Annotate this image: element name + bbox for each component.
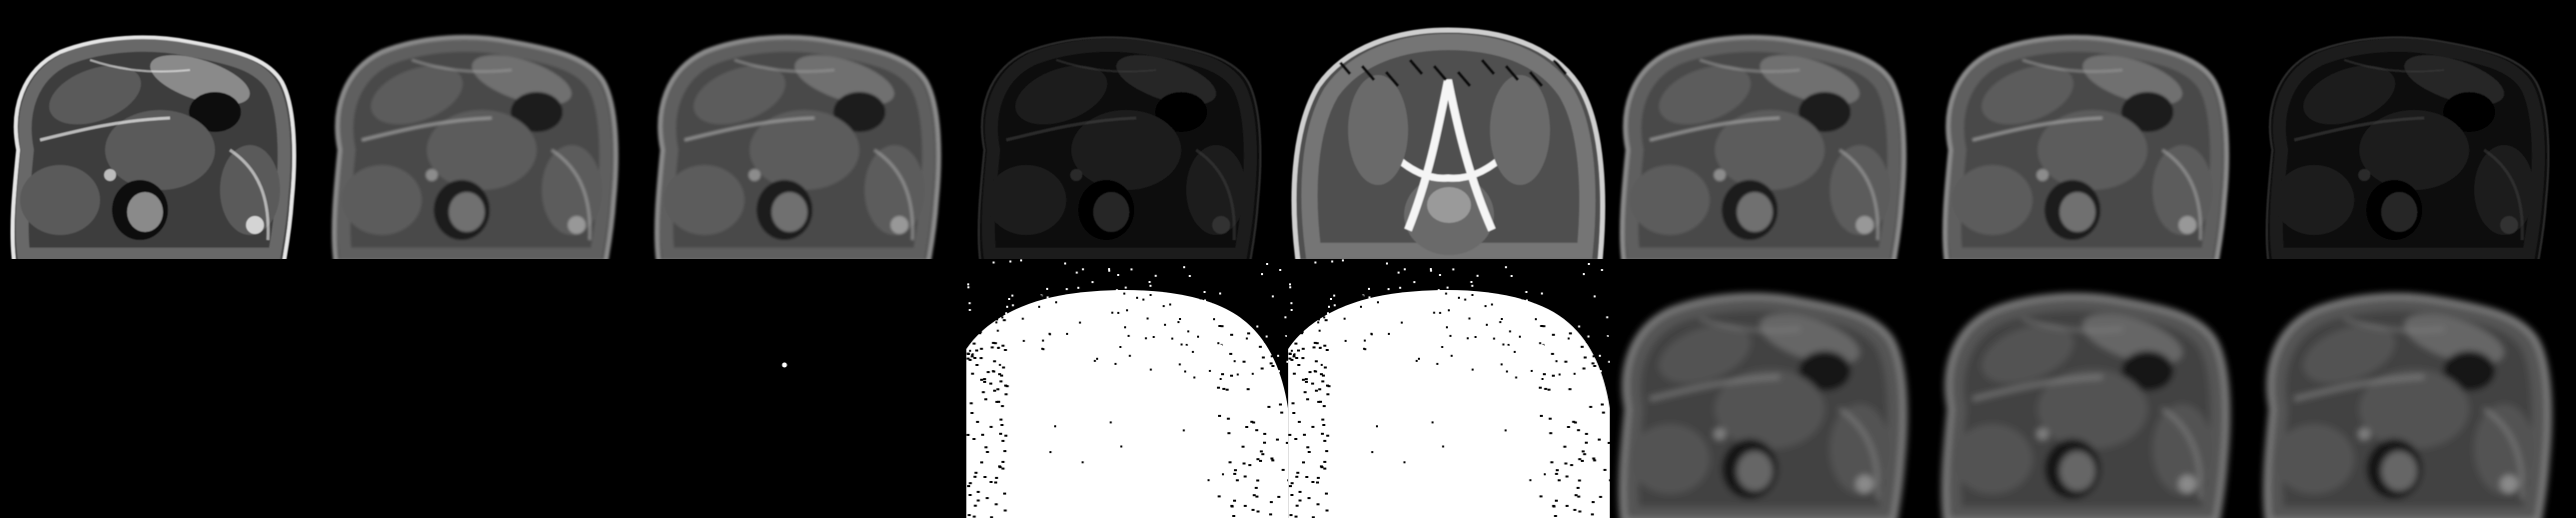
mri-slice-tile <box>1610 259 1932 518</box>
montage-row-top <box>0 0 2576 259</box>
mri-slice-tile <box>1288 0 1611 259</box>
mri-slice-tile <box>2253 259 2576 518</box>
mri-slice-image <box>965 0 1288 259</box>
mri-slice-tile <box>644 0 966 259</box>
mri-slice-tile <box>965 259 1288 518</box>
mri-slice-image <box>1932 0 2254 259</box>
mri-slice-image <box>644 0 966 259</box>
montage-row-bottom <box>0 259 2576 518</box>
mri-slice-tile <box>1288 259 1611 518</box>
mri-slice-image <box>965 259 1288 518</box>
mri-slice-tile <box>0 0 323 259</box>
mri-slice-tile <box>2253 0 2576 259</box>
mri-slice-image <box>0 259 323 518</box>
mri-slice-image <box>644 259 966 518</box>
mri-slice-image <box>322 259 644 518</box>
mri-slice-image <box>1932 259 2254 518</box>
mri-slice-tile <box>322 259 644 518</box>
mri-slice-image <box>0 0 323 259</box>
mri-slice-image <box>1288 0 1611 259</box>
mri-slice-image <box>1288 259 1611 518</box>
mri-slice-image <box>2253 0 2576 259</box>
mri-slice-tile <box>1932 259 2254 518</box>
mri-slice-tile <box>644 259 966 518</box>
mri-slice-tile <box>322 0 644 259</box>
mri-slice-tile <box>1932 0 2254 259</box>
mri-slice-image <box>2253 259 2576 518</box>
mri-slice-image <box>322 0 644 259</box>
mri-slice-image <box>1610 0 1932 259</box>
mri-slice-tile <box>1610 0 1932 259</box>
mri-slice-image <box>1610 259 1932 518</box>
mri-slice-tile <box>965 0 1288 259</box>
mri-slice-tile <box>0 259 323 518</box>
